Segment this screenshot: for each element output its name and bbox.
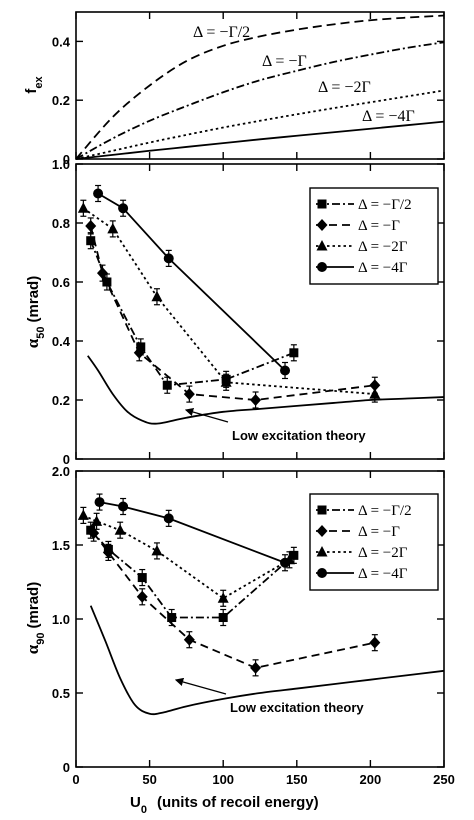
- alpha90-series: [77, 493, 445, 716]
- alpha90-series-line: [99, 501, 286, 564]
- alpha90-ytick-label: 0: [63, 760, 70, 775]
- alpha90-legend-label: Δ = −2Γ: [358, 545, 408, 561]
- x-tick-label: 50: [142, 772, 156, 787]
- fex-ylabel: fex: [23, 76, 45, 94]
- alpha90-ylabel: α90(mrad): [23, 582, 47, 654]
- x-tick-label: 200: [360, 772, 382, 787]
- x-axis-label: U0 (units of recoil energy): [130, 794, 319, 816]
- alpha50-series: [77, 184, 445, 425]
- alpha90-ytick-label: 1.5: [52, 538, 70, 553]
- alpha50-legend-marker: [316, 219, 328, 231]
- alpha50-ylabel: α50(mrad): [23, 276, 47, 348]
- alpha50-ytick-label: 0.2: [52, 393, 70, 408]
- x-axis-tick-labels: 0 50 100 150 200 250: [72, 772, 454, 787]
- alpha90-legend: Δ = −Γ/2 Δ = −Γ Δ = −2Γ Δ = −4Γ: [316, 503, 412, 582]
- fex-ytick-label: 0.4: [52, 34, 71, 49]
- alpha50-legend-marker: [317, 199, 327, 209]
- fex-plot-frame: [75, 11, 445, 160]
- alpha90-ticks: 0 0.5 1.0 1.5 2.0: [52, 464, 445, 775]
- alpha90-theory-label: Low excitation theory: [230, 700, 364, 715]
- alpha50-ytick-label: 0.6: [52, 275, 70, 290]
- alpha50-legend-label: Δ = −Γ: [358, 218, 400, 234]
- alpha50-ytick-label: 1.0: [52, 157, 70, 172]
- alpha90-legend-label: Δ = −Γ: [358, 524, 400, 540]
- alpha50-series-line: [87, 355, 445, 425]
- fex-series: [75, 14, 445, 160]
- alpha50-legend-marker: [317, 262, 327, 272]
- fex-ytick-label: 0.2: [52, 93, 70, 108]
- alpha90-legend-marker: [317, 568, 327, 578]
- alpha90-legend-label: Δ = −4Γ: [358, 566, 408, 582]
- alpha90-legend-label: Δ = −Γ/2: [358, 503, 412, 519]
- alpha50-legend-label: Δ = −Γ/2: [358, 197, 412, 213]
- alpha50-series-line: [97, 192, 286, 372]
- fex-panel: 0 0.2 0.4 fex Δ = −Γ/2 Δ = −Γ Δ = −2Γ Δ = …: [23, 11, 445, 167]
- alpha50-legend-label: Δ = −4Γ: [358, 260, 408, 276]
- alpha50-ytick-label: 0.8: [52, 216, 70, 231]
- alpha50-legend-box: [309, 187, 439, 285]
- fex-ticks: 0 0.2 0.4: [52, 12, 445, 167]
- x-tick-label: 150: [286, 772, 308, 787]
- alpha50-theory-label: Low excitation theory: [232, 428, 366, 443]
- x-tick-label: 100: [212, 772, 234, 787]
- alpha90-panel: 00.51.01.52.0 α90(mrad) Δ = −Γ/2Δ = −ΓΔ …: [23, 464, 445, 775]
- alpha90-ytick-label: 0.5: [52, 686, 70, 701]
- fex-series-line: [75, 120, 445, 160]
- x-tick-label: 250: [433, 772, 455, 787]
- fex-annotation-gamma: Δ = −Γ: [262, 53, 307, 70]
- alpha50-legend-label: Δ = −2Γ: [358, 239, 408, 255]
- alpha90-theory-pointer: [174, 677, 227, 695]
- fex-series-line: [75, 14, 445, 160]
- alpha90-legend-marker: [316, 546, 328, 557]
- alpha90-legend-marker: [317, 505, 327, 515]
- fex-series-line: [75, 89, 445, 160]
- alpha90-series-line: [89, 605, 445, 716]
- alpha90-ytick-label: 2.0: [52, 464, 70, 479]
- fex-annotation-4gamma: Δ = −4Γ: [362, 108, 415, 125]
- alpha50-ytick-label: 0: [63, 452, 70, 467]
- alpha90-legend-box: [309, 493, 439, 591]
- alpha90-legend-marker: [316, 525, 328, 537]
- fex-series-line: [75, 41, 445, 160]
- x-tick-label: 0: [72, 772, 79, 787]
- alpha50-ytick-label: 0.4: [52, 334, 71, 349]
- alpha50-legend: Δ = −Γ/2 Δ = −Γ Δ = −2Γ Δ = −4Γ: [316, 197, 412, 276]
- alpha50-plot-frame: [75, 163, 445, 460]
- fex-annotation-half-gamma: Δ = −Γ/2: [193, 24, 250, 41]
- fex-ytick-label: 0: [63, 152, 70, 167]
- alpha90-series-line: [90, 529, 295, 619]
- fex-annotation-2gamma: Δ = −2Γ: [318, 79, 371, 96]
- alpha50-theory-pointer: [184, 407, 229, 423]
- alpha50-panel: 00.20.40.60.81.0 α50(mrad) Δ = −Γ/2Δ = −…: [23, 157, 445, 467]
- alpha90-series-line: [82, 514, 290, 600]
- alpha90-ytick-label: 1.0: [52, 612, 70, 627]
- alpha50-legend-marker: [316, 240, 328, 251]
